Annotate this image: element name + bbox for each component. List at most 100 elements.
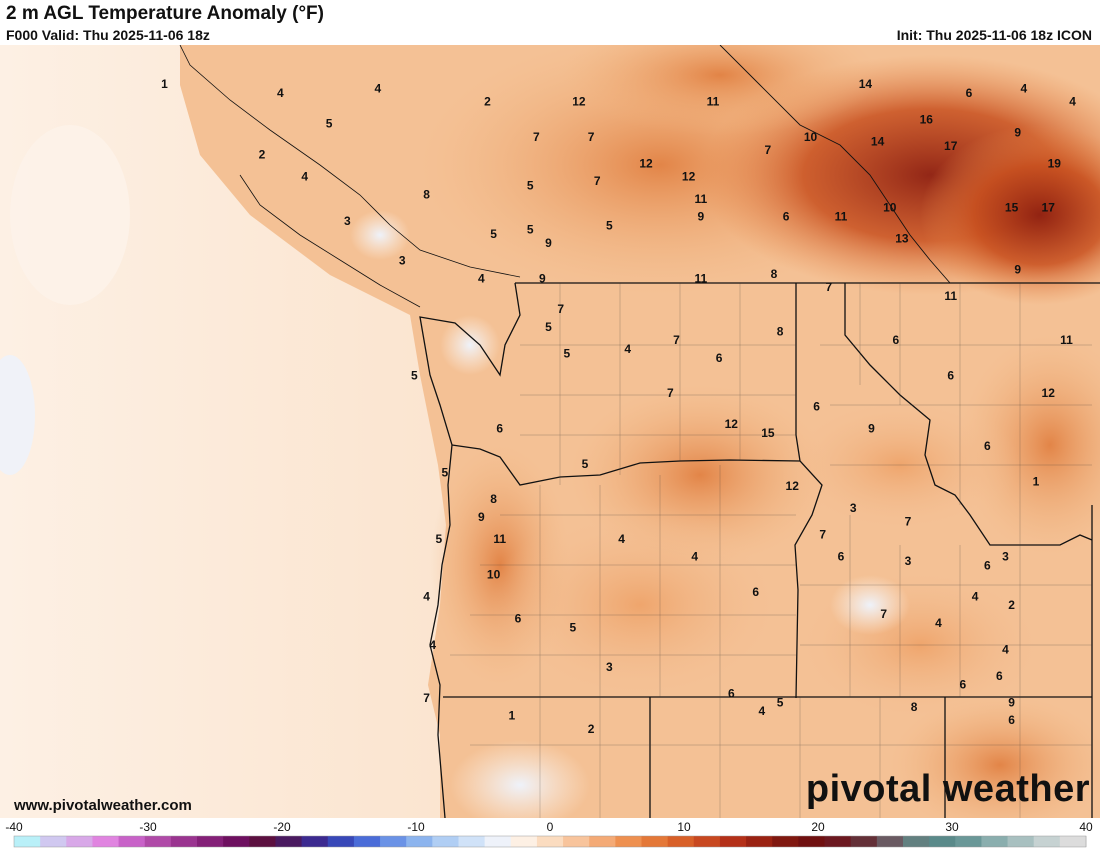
valid-time: F000 Valid: Thu 2025-11-06 18z	[6, 27, 210, 43]
anomaly-label: 6	[892, 333, 899, 347]
vancouver-island-coast	[239, 174, 421, 308]
anomaly-label: 7	[765, 143, 772, 157]
anomaly-label: 6	[728, 686, 735, 700]
anomaly-label: 4	[1002, 642, 1009, 656]
anomaly-label: 8	[490, 492, 497, 506]
anomaly-label: 4	[374, 81, 381, 95]
anomaly-label: 4	[1020, 81, 1027, 95]
init-time: Init: Thu 2025-11-06 18z ICON	[896, 27, 1092, 43]
anomaly-label: 4	[618, 532, 625, 546]
legend-swatch	[772, 836, 799, 847]
legend-swatch	[850, 836, 878, 847]
anomaly-label: 4	[758, 704, 765, 718]
anomaly-label: 1	[1033, 474, 1040, 488]
ocean-cool-area	[0, 355, 35, 475]
anomaly-label: 6	[966, 86, 973, 100]
legend-swatch	[1007, 836, 1035, 847]
legend-swatch	[327, 836, 355, 847]
anomaly-label: 4	[429, 638, 436, 652]
anomaly-label: 8	[771, 267, 778, 281]
hottest-area-alberta	[920, 125, 1100, 305]
anomaly-label: 5	[490, 227, 497, 241]
anomaly-label: 5	[570, 620, 577, 634]
anomaly-label: 10	[883, 201, 897, 215]
anomaly-label: 6	[813, 399, 820, 413]
anomaly-label: 4	[691, 550, 698, 564]
cool-area-puget	[440, 315, 500, 375]
legend-tick-label: 20	[811, 820, 825, 834]
anomaly-label: 3	[850, 501, 857, 515]
anomaly-label: 4	[972, 589, 979, 603]
anomaly-label: 7	[880, 607, 887, 621]
wa-or-border	[451, 444, 801, 486]
legend-swatch	[798, 836, 826, 847]
anomaly-label: 9	[1008, 695, 1015, 709]
anomaly-label: 11	[694, 271, 707, 285]
legend-swatch	[484, 836, 512, 847]
anomaly-label: 2	[1008, 598, 1015, 612]
anomaly-label: 13	[895, 232, 909, 246]
anomaly-label: 7	[588, 130, 595, 144]
color-legend: -40 -30 -20 -10 0 10 20 30 40	[0, 818, 1100, 850]
anomaly-label: 10	[804, 130, 818, 144]
legend-swatch	[693, 836, 721, 847]
legend-swatch	[275, 836, 303, 847]
anomaly-label: 5	[777, 695, 784, 709]
anomaly-label: 5	[527, 223, 534, 237]
legend-canvas: -40 -30 -20 -10 0 10 20 30 40	[5, 820, 1093, 848]
legend-tick-label: 0	[547, 820, 554, 834]
anomaly-label: 4	[1069, 95, 1076, 109]
cool-area-nevada	[450, 740, 590, 818]
anomaly-label: 6	[752, 585, 759, 599]
anomaly-label: 5	[442, 466, 449, 480]
anomaly-label: 12	[786, 479, 800, 493]
legend-swatch	[955, 836, 983, 847]
anomaly-label: 7	[533, 130, 540, 144]
anomaly-label: 7	[423, 691, 430, 705]
anomaly-label: 9	[545, 236, 552, 250]
anomaly-label: 7	[667, 386, 674, 400]
anomaly-label: 4	[478, 271, 485, 285]
warm-area-north	[560, 45, 880, 135]
anomaly-label: 19	[1048, 156, 1062, 170]
anomaly-label: 9	[1014, 125, 1021, 139]
anomaly-label: 11	[694, 192, 707, 206]
anomaly-label: 6	[984, 439, 991, 453]
legend-swatch	[406, 836, 433, 847]
legend-swatch	[902, 836, 930, 847]
anomaly-label: 5	[545, 320, 552, 334]
cool-area-vancouver-island	[350, 210, 410, 260]
anomaly-label: 15	[761, 426, 775, 440]
mid-area-oregon	[490, 505, 790, 705]
anomaly-label: 5	[582, 457, 589, 471]
legend-swatch	[536, 836, 564, 847]
anomaly-label: 5	[326, 117, 333, 131]
map-borders	[179, 45, 1100, 818]
anomaly-label: 1	[161, 77, 168, 91]
legend-swatch	[667, 836, 695, 847]
anomaly-label: 3	[905, 554, 912, 568]
website-text: www.pivotalweather.com	[14, 797, 192, 814]
legend-tick-label: 40	[1079, 820, 1093, 834]
anomaly-label: 8	[777, 324, 784, 338]
anomaly-label: 2	[484, 95, 491, 109]
anomaly-label: 14	[859, 77, 873, 91]
anomaly-label: 2	[588, 722, 595, 736]
ocean-pale-area	[10, 125, 130, 305]
anomaly-label: 12	[639, 156, 653, 170]
anomaly-label: 11	[493, 532, 506, 546]
anomaly-label: 12	[725, 417, 739, 431]
anomaly-label: 6	[1008, 713, 1015, 727]
warm-area-wyoming	[890, 695, 1100, 818]
anomaly-label: 5	[435, 532, 442, 546]
anomaly-label: 5	[606, 218, 613, 232]
anomaly-label: 4	[277, 86, 284, 100]
anomaly-label: 17	[944, 139, 958, 153]
anomaly-label: 5	[563, 346, 570, 360]
legend-swatch	[432, 836, 460, 847]
anomaly-label: 12	[682, 170, 696, 184]
anomaly-label: 3	[1002, 550, 1009, 564]
anomaly-label: 10	[487, 567, 501, 581]
